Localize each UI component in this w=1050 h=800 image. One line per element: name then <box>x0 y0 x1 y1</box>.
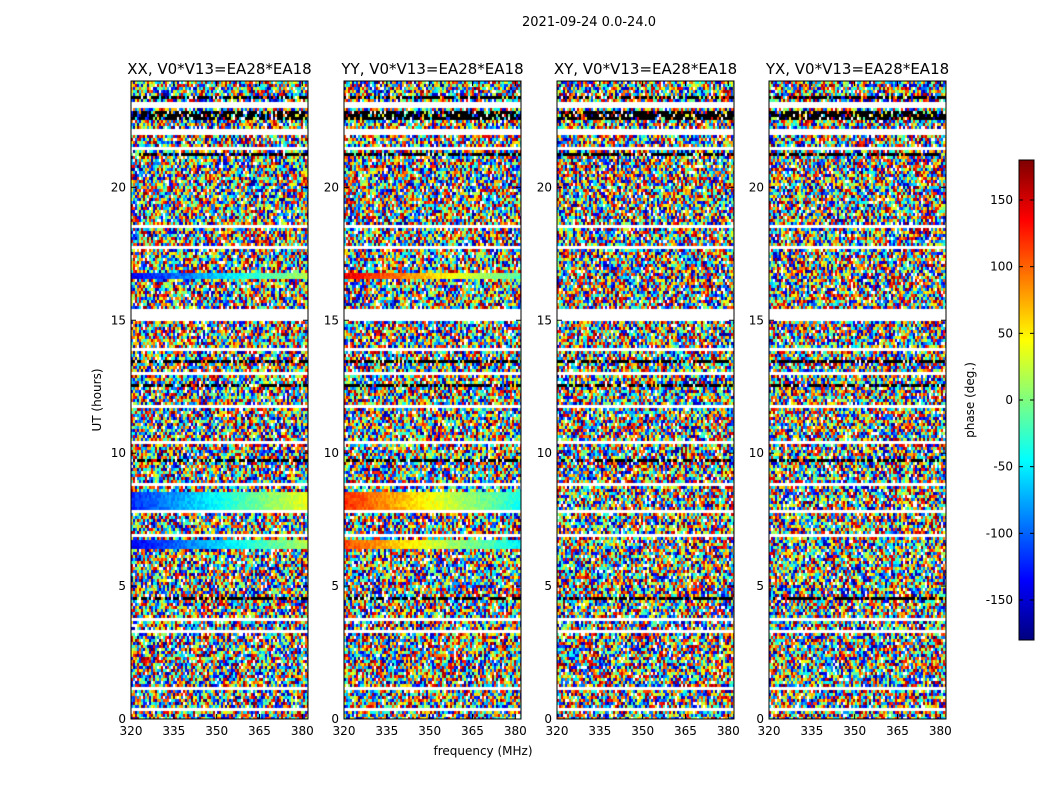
panel-title: XY, V0*V13=EA28*EA18 <box>554 60 737 78</box>
colorbar-tick-label: -100 <box>986 526 1013 540</box>
panel-frame <box>768 80 947 720</box>
y-axis-label: UT (hours) <box>90 368 104 431</box>
x-tick-label: 335 <box>588 724 611 738</box>
y-tick-label: 15 <box>749 313 764 327</box>
y-tick-label: 15 <box>537 313 552 327</box>
y-tick-label: 10 <box>111 446 126 460</box>
y-tick-label: 20 <box>537 180 552 194</box>
panels: XX, V0*V13=EA28*EA18 320 335 350 365 380 0 5 10 1… <box>111 60 952 738</box>
x-tick-label: 335 <box>162 724 185 738</box>
colorbar-tick-label: -50 <box>993 460 1013 474</box>
panel-xy: XY, V0*V13=EA28*EA18 320 335 350 365 380 0 5 10 1… <box>537 60 740 738</box>
x-tick-label: 380 <box>929 724 952 738</box>
y-tick-label: 20 <box>111 180 126 194</box>
y-tick-label: 0 <box>331 712 339 726</box>
x-axis-label: frequency (MHz) <box>433 744 532 758</box>
y-tick-label: 5 <box>118 579 126 593</box>
y-tick-label: 0 <box>756 712 764 726</box>
x-tick-label: 335 <box>800 724 823 738</box>
colorbar-tick-label: -150 <box>986 593 1013 607</box>
y-tick-label: 10 <box>537 446 552 460</box>
y-tick-label: 20 <box>324 180 339 194</box>
panel-yx: YX, V0*V13=EA28*EA18 320 335 350 365 380 0 5 10 1… <box>749 60 952 738</box>
y-tick-label: 5 <box>756 579 764 593</box>
x-tick-label: 350 <box>418 724 441 738</box>
x-tick-label: 380 <box>291 724 314 738</box>
x-tick-label: 320 <box>758 724 781 738</box>
x-tick-label: 365 <box>674 724 697 738</box>
panel-title: YY, V0*V13=EA28*EA18 <box>340 60 523 78</box>
panel-xx: XX, V0*V13=EA28*EA18 320 335 350 365 380 0 5 10 1… <box>111 60 314 738</box>
x-tick-label: 320 <box>333 724 356 738</box>
x-tick-label: 365 <box>248 724 271 738</box>
panel-frame <box>343 80 522 720</box>
colorbar-label: phase (deg.) <box>963 362 977 438</box>
x-tick-label: 365 <box>886 724 909 738</box>
colorbar-tick-label: 100 <box>990 260 1013 274</box>
y-tick-label: 10 <box>324 446 339 460</box>
phase-heatmap-xx <box>131 81 308 719</box>
x-tick-label: 320 <box>120 724 143 738</box>
x-tick-label: 350 <box>205 724 228 738</box>
y-tick-label: 0 <box>118 712 126 726</box>
y-tick-label: 10 <box>749 446 764 460</box>
colorbar-tick-label: 50 <box>998 326 1013 340</box>
x-tick-label: 380 <box>717 724 740 738</box>
phase-heatmap-xy <box>557 81 734 719</box>
x-tick-label: 380 <box>504 724 527 738</box>
y-tick-label: 20 <box>749 180 764 194</box>
y-tick-label: 5 <box>331 579 339 593</box>
panel-frame <box>130 80 309 720</box>
colorbar-gradient <box>1019 160 1034 640</box>
phase-heatmap-yx <box>769 81 946 719</box>
figure-suptitle: 2021-09-24 0.0-24.0 <box>522 15 656 30</box>
colorbar-tick-label: 150 <box>990 193 1013 207</box>
phase-heatmap-yy <box>344 81 521 719</box>
x-tick-label: 365 <box>461 724 484 738</box>
y-tick-label: 15 <box>324 313 339 327</box>
x-tick-label: 320 <box>546 724 569 738</box>
colorbar-tick-label: 0 <box>1005 393 1013 407</box>
x-tick-label: 335 <box>375 724 398 738</box>
panel-title: YX, V0*V13=EA28*EA18 <box>765 60 949 78</box>
panel-title: XX, V0*V13=EA28*EA18 <box>127 60 311 78</box>
colorbar: -150 -100 -50 0 50 100 150 <box>986 159 1035 641</box>
panel-yy: YY, V0*V13=EA28*EA18 320 335 350 365 380 0 5 10 1… <box>324 60 527 738</box>
y-tick-label: 15 <box>111 313 126 327</box>
x-tick-label: 350 <box>843 724 866 738</box>
y-tick-label: 0 <box>544 712 552 726</box>
y-tick-label: 5 <box>544 579 552 593</box>
panel-frame <box>556 80 735 720</box>
x-tick-label: 350 <box>631 724 654 738</box>
